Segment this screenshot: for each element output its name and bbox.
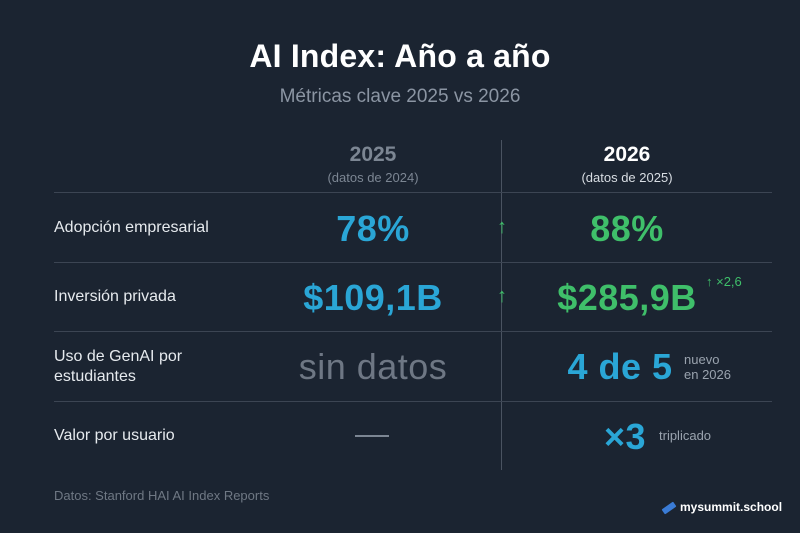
tripled-note: triplicado <box>659 428 712 443</box>
row-divider <box>54 401 772 402</box>
column-header-2026: 2026 (datos de 2025) <box>507 143 747 185</box>
up-arrow-icon: ↑ <box>497 216 507 238</box>
row-label-adopcion: Adopción empresarial <box>54 219 209 236</box>
no-data-dash <box>355 435 389 437</box>
new-in-2026-note: nuevo en 2026 <box>684 352 731 382</box>
source-footer: Datos: Stanford HAI AI Index Reports <box>54 488 270 503</box>
note-line: nuevo <box>684 352 720 367</box>
row-label-valor: Valor por usuario <box>54 427 175 444</box>
value-2026-adopcion: 88% <box>590 208 664 249</box>
value-2025-adopcion: 78% <box>336 208 410 249</box>
row-label-line: Uso de GenAI por <box>54 348 183 365</box>
column-header-2025: 2025 (datos de 2024) <box>253 143 493 185</box>
column-year: 2025 <box>349 143 397 166</box>
page-subtitle: Métricas clave 2025 vs 2026 <box>279 86 521 107</box>
row-label-inversion: Inversión privada <box>54 288 176 305</box>
value-2025-genai: sin datos <box>298 346 448 387</box>
value-2026-inversion: $285,9B <box>557 277 697 318</box>
column-note: (datos de 2024) <box>327 170 419 185</box>
value-2026-genai: 4 de 5 <box>567 346 673 387</box>
row-label-line: estudiantes <box>54 368 136 385</box>
value-2025-inversion: $109,1B <box>303 277 443 318</box>
column-year: 2026 <box>603 143 651 166</box>
brand-name: mysummit.school <box>680 500 783 514</box>
row-label-genai: Uso de GenAI por estudiantes <box>54 347 182 387</box>
row-divider <box>54 262 772 263</box>
up-arrow-icon: ↑ <box>497 285 507 307</box>
column-note: (datos de 2025) <box>581 170 673 185</box>
row-divider <box>54 331 772 332</box>
row-divider <box>54 192 772 193</box>
column-divider <box>501 140 502 470</box>
growth-multiplier-badge: ↑ ×2,6 <box>706 274 742 289</box>
value-2026-valor: ×3 <box>604 416 647 457</box>
note-line: en 2026 <box>684 367 731 382</box>
pen-icon <box>661 501 677 515</box>
page-title: AI Index: Año a año <box>249 38 551 74</box>
brand-logo: mysummit.school <box>661 500 783 515</box>
